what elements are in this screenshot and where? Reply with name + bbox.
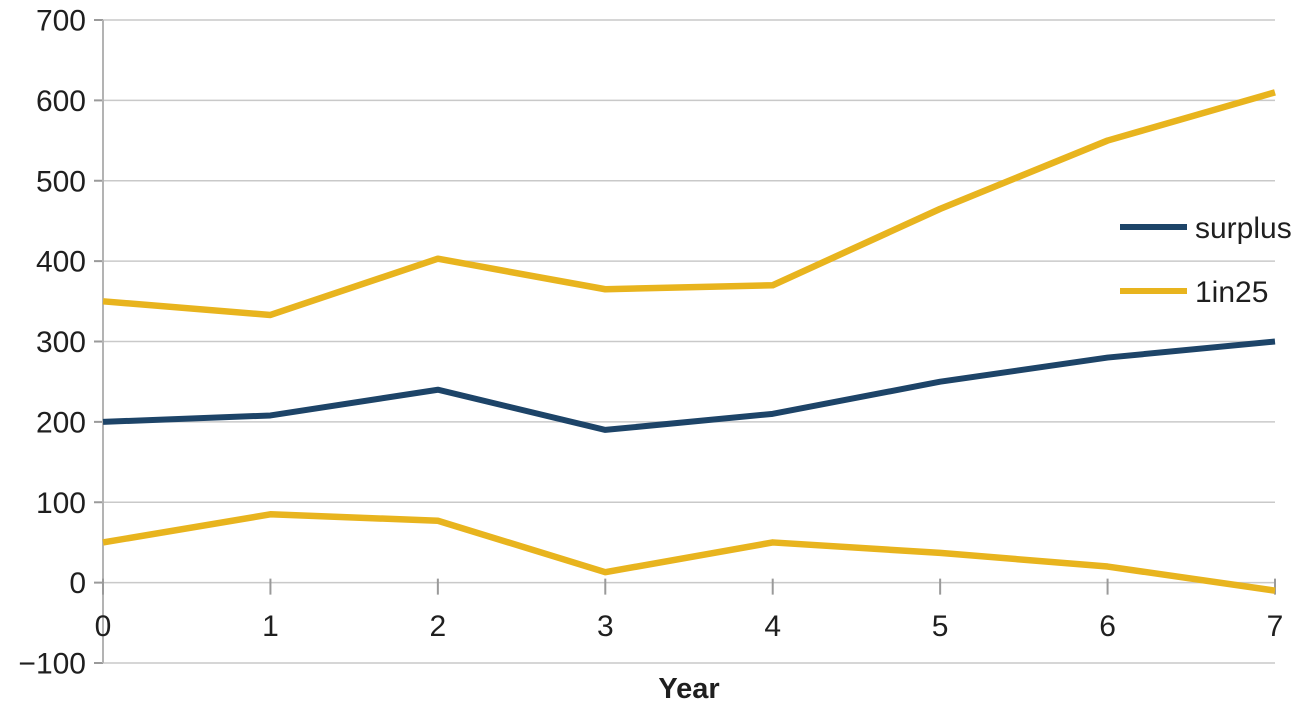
y-tick-label: 100	[36, 487, 86, 520]
y-tick-label: 600	[36, 85, 86, 118]
x-tick-label: 2	[430, 610, 447, 643]
y-tick-label: 300	[36, 326, 86, 359]
x-tick-label: 3	[597, 610, 614, 643]
series-line-surplus	[102, 338, 1276, 433]
y-tick-label: 0	[69, 567, 86, 600]
x-tick-label: 4	[764, 610, 781, 643]
y-tick-label: −100	[18, 648, 86, 681]
series-line-1in25_lower	[102, 511, 1276, 594]
x-tick-label: 0	[95, 610, 112, 643]
y-tick-label: 700	[36, 5, 86, 38]
x-tick-label: 6	[1099, 610, 1116, 643]
x-tick-label: 1	[262, 610, 279, 643]
y-tick-label: 200	[36, 406, 86, 439]
legend-label-1in25: 1in25	[1195, 276, 1268, 309]
y-tick-label: 400	[36, 246, 86, 279]
x-axis-title: Year	[658, 673, 719, 705]
series-line-1in25_upper	[102, 89, 1276, 319]
y-tick-label: 500	[36, 165, 86, 198]
legend-label-surplus: surplus	[1195, 212, 1292, 245]
x-tick-label: 7	[1267, 610, 1284, 643]
x-tick-label: 5	[932, 610, 949, 643]
